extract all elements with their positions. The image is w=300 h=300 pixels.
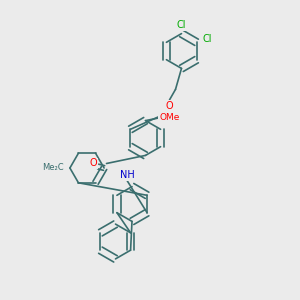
Text: O: O (90, 158, 98, 169)
Text: Cl: Cl (202, 34, 212, 44)
Text: NH: NH (120, 170, 135, 181)
Text: Cl: Cl (177, 20, 186, 30)
Text: Me₂C: Me₂C (43, 164, 64, 172)
Text: OMe: OMe (159, 113, 180, 122)
Text: O: O (166, 101, 173, 111)
